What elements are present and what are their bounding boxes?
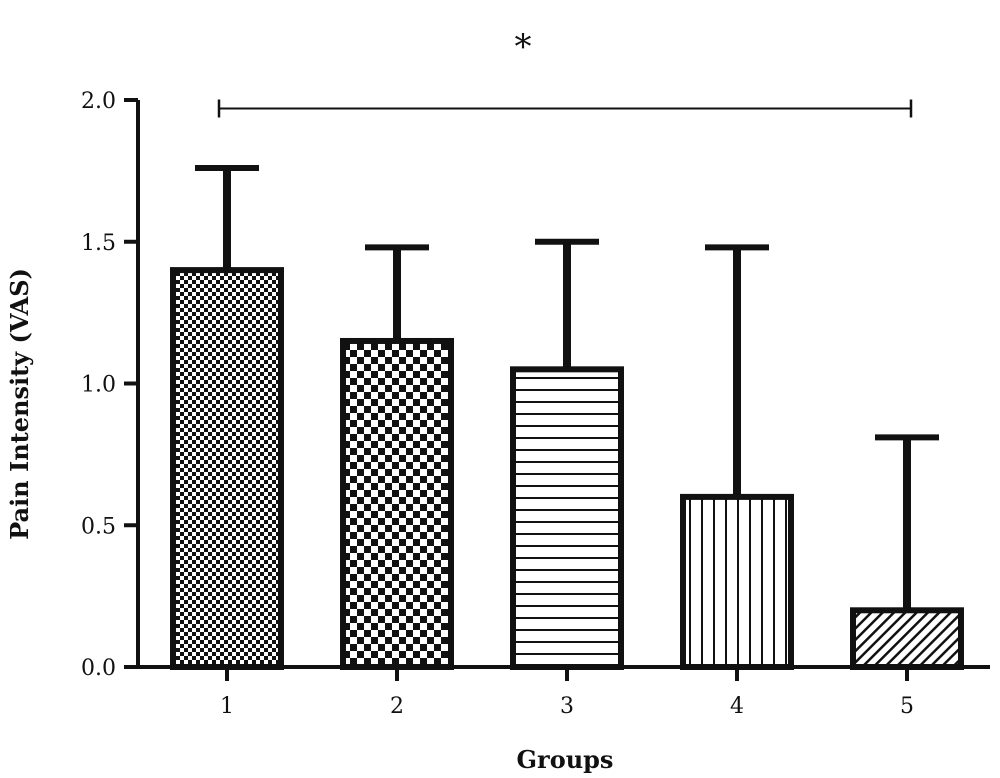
tick-labels: 0.0 0.5 1.0 1.5 2.0 1 2 3 4 5 [81,89,914,719]
y-tick-label: 0.0 [81,656,116,681]
x-tick-label: 4 [730,694,744,719]
bars [170,267,964,670]
y-tick-label: 2.0 [81,89,116,114]
x-tick-label: 5 [900,694,914,719]
x-tick-label: 1 [220,694,234,719]
significance-annotation: * [217,27,913,118]
error-bars [195,165,939,611]
y-tick-label: 1.5 [81,231,116,256]
bar-2 [340,337,454,670]
x-tick-label: 2 [390,694,404,719]
x-tick-label: 3 [560,694,574,719]
y-tick-label: 0.5 [81,514,116,539]
y-axis-title: Pain Intensity (VAS) [5,268,34,540]
bar-3 [510,366,624,670]
significance-asterisk: * [515,27,532,67]
bar-5 [850,607,964,670]
y-tick-label: 1.0 [81,373,116,398]
x-axis-title: Groups [517,745,614,774]
bar-4 [680,493,794,670]
bar-1 [170,267,284,670]
